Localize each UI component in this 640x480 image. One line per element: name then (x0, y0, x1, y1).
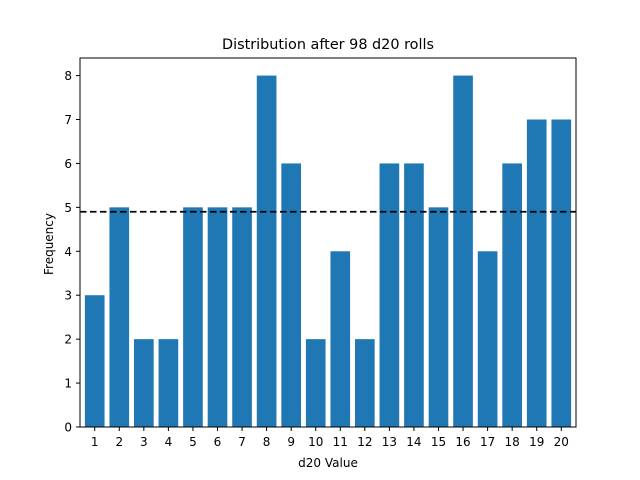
bar-18 (502, 163, 522, 427)
bar-16 (453, 75, 473, 428)
bar-10 (305, 339, 326, 427)
y-tick-label: 8 (64, 69, 72, 83)
bar-19 (526, 119, 547, 427)
x-tick-label: 14 (406, 435, 421, 449)
x-tick-label: 6 (214, 435, 222, 449)
x-tick-label: 8 (263, 435, 271, 449)
y-tick-label: 0 (64, 421, 72, 435)
chart-title: Distribution after 98 d20 rolls (222, 37, 434, 53)
bar-13 (379, 163, 400, 427)
y-axis-label: Frequency (42, 213, 56, 275)
bar-14 (404, 163, 424, 427)
x-axis: 1 2 3 4 5 6 7 8 9 10 11 12 13 14 15 16 17 18 19 20 (91, 427, 569, 449)
x-tick-label: 12 (357, 435, 372, 449)
bar-6 (207, 207, 228, 427)
bar-15 (428, 207, 449, 427)
y-tick-label: 5 (64, 201, 72, 215)
x-tick-label: 11 (333, 435, 348, 449)
x-tick-label: 15 (431, 435, 446, 449)
bar-3 (134, 339, 154, 427)
x-tick-label: 13 (382, 435, 397, 449)
bar-2 (109, 207, 130, 427)
x-tick-label: 10 (308, 435, 323, 449)
bars-group (84, 75, 572, 428)
bar-11 (330, 251, 351, 427)
y-axis: 0 1 2 3 4 5 6 7 8 (64, 69, 80, 435)
x-tick-label: 19 (529, 435, 544, 449)
x-tick-label: 7 (238, 435, 246, 449)
x-tick-label: 3 (140, 435, 148, 449)
x-tick-label: 1 (91, 435, 99, 449)
y-tick-label: 2 (64, 333, 72, 347)
bar-1 (84, 295, 105, 427)
bar-17 (477, 251, 498, 427)
y-tick-label: 3 (64, 289, 72, 303)
y-tick-label: 4 (64, 245, 72, 259)
x-axis-label: d20 Value (298, 456, 358, 470)
bar-12 (355, 339, 375, 427)
x-tick-label: 2 (115, 435, 123, 449)
x-tick-label: 16 (455, 435, 470, 449)
plot-frame (79, 57, 577, 428)
x-tick-label: 4 (165, 435, 173, 449)
x-tick-label: 17 (480, 435, 495, 449)
x-tick-label: 5 (189, 435, 197, 449)
bar-5 (183, 207, 203, 427)
x-tick-label: 9 (287, 435, 295, 449)
bar-20 (551, 119, 572, 427)
bar-8 (256, 75, 277, 428)
x-tick-label: 18 (505, 435, 520, 449)
y-tick-label: 6 (64, 157, 72, 171)
y-tick-label: 7 (64, 113, 72, 127)
bar-9 (281, 163, 301, 427)
bar-7 (232, 207, 252, 427)
x-tick-label: 20 (554, 435, 569, 449)
bar-4 (158, 339, 179, 427)
y-tick-label: 1 (64, 377, 72, 391)
